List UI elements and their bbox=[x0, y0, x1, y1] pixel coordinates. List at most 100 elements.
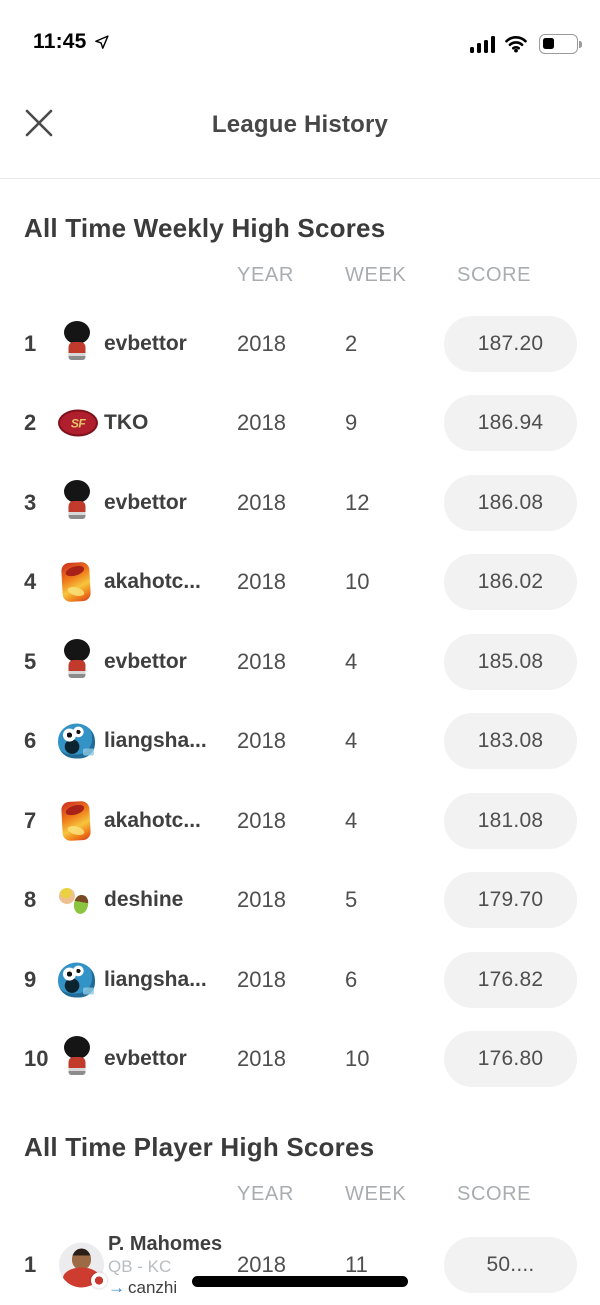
row-rank: 10 bbox=[24, 1046, 49, 1072]
score-pill: 179.70 bbox=[444, 872, 577, 929]
row-rank: 1 bbox=[24, 330, 37, 356]
team-name: liangsha... bbox=[104, 729, 207, 753]
cellular-signal-icon bbox=[469, 36, 495, 53]
score-column-header: SCORE bbox=[457, 264, 532, 286]
week-column-header: WEEK bbox=[345, 264, 407, 286]
team-avatar: SF bbox=[58, 409, 98, 437]
page-title: League History bbox=[211, 111, 389, 138]
row-week: 10 bbox=[345, 569, 370, 595]
row-rank: 4 bbox=[24, 569, 37, 595]
player-section: All Time Player High Scores YEAR WEEK SC… bbox=[0, 1130, 600, 1305]
team-avatar bbox=[58, 638, 96, 686]
team-avatar bbox=[58, 320, 96, 368]
table-row: 2 SF TKO 2018 9 186.94 bbox=[0, 384, 600, 464]
row-rank: 3 bbox=[24, 489, 37, 515]
team-avatar bbox=[58, 1035, 96, 1083]
weekly-section: All Time Weekly High Scores YEAR WEEK SC… bbox=[0, 211, 600, 1099]
row-year: 2018 bbox=[237, 410, 286, 436]
player-avatar bbox=[59, 1242, 107, 1289]
player-position: QB - KC bbox=[108, 1256, 172, 1276]
row-year: 2018 bbox=[237, 728, 286, 754]
row-year: 2018 bbox=[237, 966, 286, 992]
status-time: 11:45 bbox=[33, 30, 87, 53]
owner-arrow-icon: → bbox=[108, 1277, 125, 1297]
row-week: 11 bbox=[345, 1251, 368, 1277]
team-avatar bbox=[58, 879, 100, 921]
score-pill: 181.08 bbox=[444, 792, 577, 849]
player-column-headers: YEAR WEEK SCORE bbox=[0, 1183, 600, 1213]
row-rank: 9 bbox=[24, 966, 37, 992]
row-rank: 1 bbox=[24, 1251, 37, 1277]
player-row: 1 P. Mahomes QB - KC → canzhi 2018 11 50… bbox=[0, 1225, 600, 1305]
table-row: 3 evbettor 2018 12 186.08 bbox=[0, 463, 600, 543]
table-row: 4 akahotc... 2018 10 186.02 bbox=[0, 543, 600, 623]
row-week: 2 bbox=[345, 330, 358, 356]
home-indicator[interactable] bbox=[192, 1276, 408, 1287]
row-week: 12 bbox=[345, 489, 370, 515]
player-info: P. Mahomes QB - KC → canzhi bbox=[108, 1232, 222, 1298]
row-week: 9 bbox=[345, 410, 358, 436]
score-pill: 186.94 bbox=[444, 395, 577, 452]
wifi-icon bbox=[505, 36, 527, 53]
row-year: 2018 bbox=[237, 1251, 286, 1277]
row-week: 4 bbox=[345, 728, 358, 754]
scroll-area[interactable]: All Time Weekly High Scores YEAR WEEK SC… bbox=[0, 180, 600, 1299]
score-pill: 176.82 bbox=[444, 951, 577, 1008]
table-row: 5 evbettor 2018 4 185.08 bbox=[0, 622, 600, 702]
team-logo-badge-icon bbox=[91, 1272, 107, 1289]
row-year: 2018 bbox=[237, 489, 286, 515]
status-bar: 11:45 bbox=[0, 0, 600, 60]
row-year: 2018 bbox=[237, 1046, 286, 1072]
table-row: 6 liangsha... 2018 4 183.08 bbox=[0, 702, 600, 782]
row-rank: 8 bbox=[24, 887, 37, 913]
nav-header: League History bbox=[0, 60, 600, 179]
row-year: 2018 bbox=[237, 887, 286, 913]
team-avatar bbox=[60, 800, 92, 841]
location-arrow-icon bbox=[94, 34, 109, 49]
year-column-header: YEAR bbox=[237, 264, 294, 286]
score-pill: 186.02 bbox=[444, 554, 577, 611]
team-name: akahotc... bbox=[104, 808, 201, 832]
weekly-section-title: All Time Weekly High Scores bbox=[24, 213, 386, 243]
team-name: evbettor bbox=[104, 331, 187, 355]
team-avatar bbox=[58, 962, 95, 998]
battery-icon bbox=[539, 34, 582, 54]
player-section-title: All Time Player High Scores bbox=[24, 1132, 375, 1162]
row-week: 10 bbox=[345, 1046, 370, 1072]
row-rank: 7 bbox=[24, 807, 37, 833]
row-year: 2018 bbox=[237, 807, 286, 833]
score-pill: 185.08 bbox=[444, 633, 577, 690]
row-year: 2018 bbox=[237, 569, 286, 595]
owner-name: canzhi bbox=[128, 1277, 178, 1297]
row-year: 2018 bbox=[237, 330, 286, 356]
player-owner: → canzhi bbox=[108, 1277, 222, 1298]
team-name: akahotc... bbox=[104, 570, 201, 594]
team-name: TKO bbox=[104, 411, 149, 435]
row-week: 5 bbox=[345, 887, 358, 913]
team-name: liangsha... bbox=[104, 967, 207, 991]
team-avatar bbox=[58, 723, 95, 759]
team-avatar bbox=[60, 562, 92, 603]
row-rank: 6 bbox=[24, 728, 37, 754]
row-week: 4 bbox=[345, 807, 358, 833]
score-pill: 176.80 bbox=[444, 1031, 577, 1088]
table-row: 7 akahotc... 2018 4 181.08 bbox=[0, 781, 600, 861]
weekly-rows: 1 evbettor 2018 2 187.20 2 SF TKO 2018 9… bbox=[0, 304, 600, 1099]
table-row: 8 deshine 2018 5 179.70 bbox=[0, 861, 600, 941]
year-column-header: YEAR bbox=[237, 1183, 294, 1205]
close-icon bbox=[25, 109, 53, 137]
row-week: 6 bbox=[345, 966, 358, 992]
row-year: 2018 bbox=[237, 648, 286, 674]
team-name: deshine bbox=[104, 888, 184, 912]
score-pill: 50.... bbox=[444, 1236, 577, 1293]
score-column-header: SCORE bbox=[457, 1183, 532, 1205]
row-week: 4 bbox=[345, 648, 358, 674]
close-button[interactable] bbox=[20, 104, 58, 142]
team-name: evbettor bbox=[104, 490, 187, 514]
team-name: evbettor bbox=[104, 649, 187, 673]
score-pill: 183.08 bbox=[444, 713, 577, 770]
score-pill: 187.20 bbox=[444, 315, 577, 372]
row-rank: 2 bbox=[24, 410, 37, 436]
team-name: evbettor bbox=[104, 1047, 187, 1071]
player-photo bbox=[59, 1242, 104, 1288]
